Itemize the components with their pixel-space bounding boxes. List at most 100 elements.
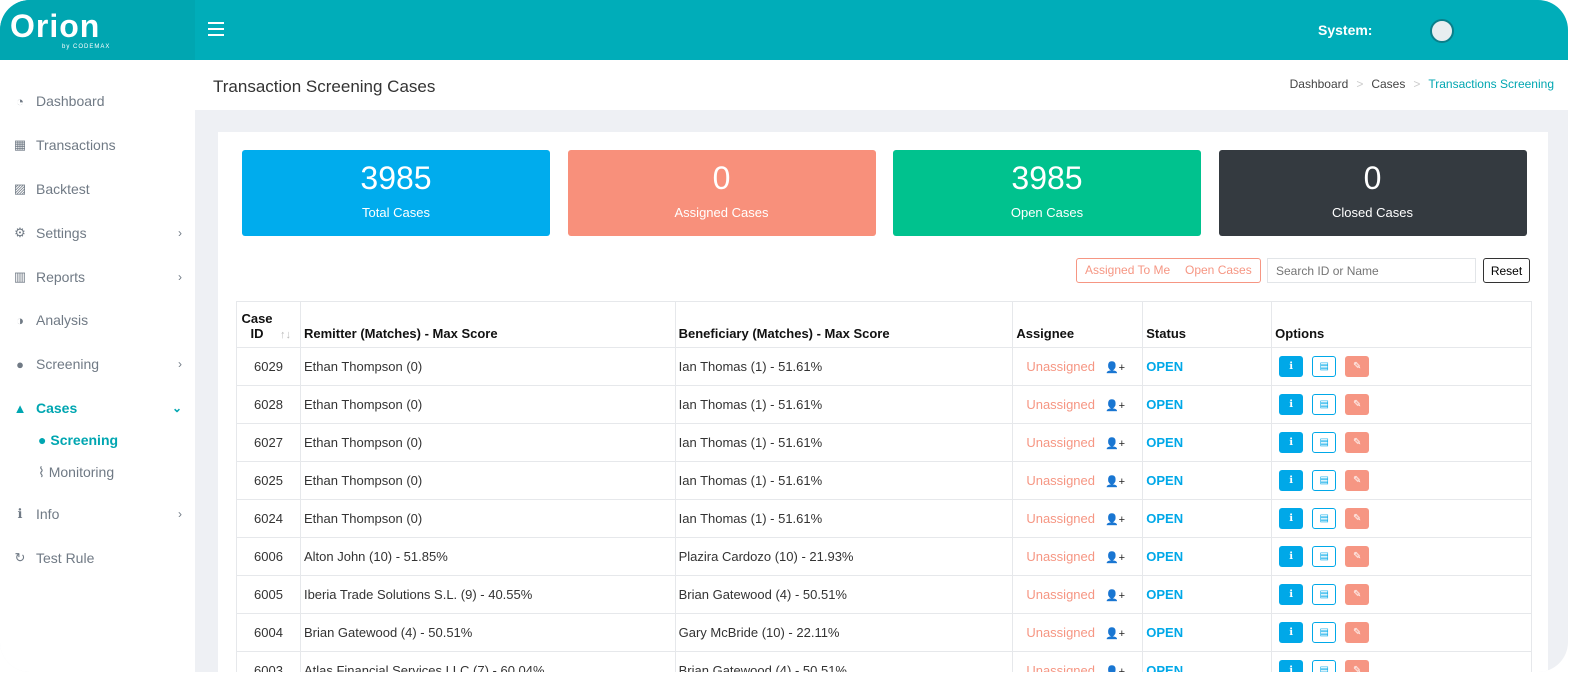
table-row[interactable]: 6027 Ethan Thompson (0) Ian Thomas (1) -… (236, 423, 1532, 462)
info-button[interactable]: ℹ (1279, 356, 1304, 377)
case-id: 6024 (236, 499, 301, 538)
breadcrumb-dashboard[interactable]: Dashboard (1289, 77, 1349, 91)
edit-button[interactable]: ✎ (1345, 394, 1370, 415)
options: ℹ ▤ ✎ (1271, 499, 1532, 538)
search-input[interactable] (1267, 258, 1476, 283)
calendar-button[interactable]: ▤ (1312, 546, 1337, 567)
info-button[interactable]: ℹ (1279, 660, 1304, 672)
info-button[interactable]: ℹ (1279, 622, 1304, 643)
reset-button[interactable]: Reset (1483, 258, 1530, 283)
sidebar-item-info[interactable]: ℹ Info › (12, 506, 182, 522)
edit-button[interactable]: ✎ (1345, 660, 1370, 672)
edit-button[interactable]: ✎ (1345, 584, 1370, 605)
calendar-button[interactable]: ▤ (1312, 470, 1337, 491)
assignee: Unassigned 👤+ (1012, 499, 1144, 538)
logo-text: Orion (10, 8, 101, 44)
sidebar-item-test-rule[interactable]: ↻ Test Rule (12, 550, 182, 566)
edit-button[interactable]: ✎ (1345, 622, 1370, 643)
calendar-button[interactable]: ▤ (1312, 584, 1337, 605)
pie-icon: ◑ (16, 312, 24, 328)
assigned-to-me-button[interactable]: Assigned To Me (1076, 258, 1180, 283)
edit-button[interactable]: ✎ (1345, 508, 1370, 529)
table-row[interactable]: 6024 Ethan Thompson (0) Ian Thomas (1) -… (236, 499, 1532, 538)
sidebar-subitem-screening[interactable]: ● Screening (38, 432, 118, 448)
status-badge: OPEN (1146, 625, 1184, 640)
calendar-button[interactable]: ▤ (1312, 356, 1337, 377)
beneficiary: Ian Thomas (1) - 51.61% (674, 461, 1014, 500)
assign-user-icon[interactable]: 👤+ (1104, 552, 1126, 564)
sidebar-item-cases[interactable]: ▲ Cases ⌄ (12, 400, 182, 416)
calendar-button[interactable]: ▤ (1312, 660, 1337, 672)
stat-card-open-cases: 3985 Open Cases (893, 150, 1201, 236)
assign-user-icon[interactable]: 👤+ (1104, 362, 1126, 374)
sidebar-item-label: Analysis (36, 312, 89, 328)
menu-icon[interactable] (208, 22, 224, 36)
assign-user-icon[interactable]: 👤+ (1104, 666, 1126, 672)
column-header-label: Options (1275, 326, 1325, 341)
logo[interactable]: Orion by CODEMAX (0, 0, 195, 60)
calendar-button[interactable]: ▤ (1312, 394, 1337, 415)
calendar-button[interactable]: ▤ (1312, 432, 1337, 453)
beneficiary: Ian Thomas (1) - 51.61% (674, 499, 1014, 538)
sidebar-item-reports[interactable]: ▥ Reports › (12, 269, 182, 285)
sidebar-item-screening[interactable]: ● Screening › (12, 356, 182, 372)
edit-button[interactable]: ✎ (1345, 432, 1370, 453)
sidebar-item-backtest[interactable]: ▨ Backtest (12, 181, 182, 197)
check-circle-icon: ● (16, 356, 24, 372)
info-button[interactable]: ℹ (1279, 394, 1304, 415)
info-button[interactable]: ℹ (1279, 584, 1304, 605)
table-row[interactable]: 6005 Iberia Trade Solutions S.L. (9) - 4… (236, 575, 1532, 614)
edit-button[interactable]: ✎ (1345, 546, 1370, 567)
info-button[interactable]: ℹ (1279, 470, 1304, 491)
assign-user-icon[interactable]: 👤+ (1104, 590, 1126, 602)
check-circle-icon: ● (38, 432, 47, 448)
column-header[interactable]: Case ID ↑↓ (236, 301, 301, 348)
beneficiary: Ian Thomas (1) - 51.61% (674, 385, 1014, 424)
assign-user-icon[interactable]: 👤+ (1104, 400, 1126, 412)
sidebar-item-label: Transactions (36, 137, 116, 153)
sidebar-item-settings[interactable]: ⚙ Settings › (12, 225, 182, 241)
calendar-button[interactable]: ▤ (1312, 508, 1337, 529)
remitter: Brian Gatewood (4) - 50.51% (299, 613, 676, 652)
bar-chart-icon: ▥ (13, 269, 27, 284)
table-row[interactable]: 6004 Brian Gatewood (4) - 50.51% Gary Mc… (236, 613, 1532, 652)
table-row[interactable]: 6029 Ethan Thompson (0) Ian Thomas (1) -… (236, 347, 1532, 386)
stat-label: Assigned Cases (674, 205, 769, 220)
options: ℹ ▤ ✎ (1271, 651, 1532, 672)
sidebar-subitem-label: Screening (50, 432, 119, 448)
edit-button[interactable]: ✎ (1345, 356, 1370, 377)
sidebar-subitem-monitoring[interactable]: ⌇ Monitoring (38, 464, 114, 481)
column-header-label: Beneficiary (Matches) - Max Score (678, 326, 890, 341)
assign-user-icon[interactable]: 👤+ (1104, 476, 1126, 488)
case-id: 6027 (236, 423, 301, 462)
sidebar-item-dashboard[interactable]: ◔ Dashboard (12, 93, 182, 109)
image-icon: ▨ (13, 181, 27, 196)
calendar-button[interactable]: ▤ (1312, 622, 1337, 643)
table-row[interactable]: 6006 Alton John (10) - 51.85% Plazira Ca… (236, 537, 1532, 576)
table-row[interactable]: 6003 Atlas Financial Services LLC (7) - … (236, 651, 1532, 672)
assign-user-icon[interactable]: 👤+ (1104, 628, 1126, 640)
sidebar-item-label: Screening (36, 356, 100, 372)
sidebar-item-transactions[interactable]: ▦ Transactions (12, 137, 182, 153)
open-cases-button[interactable]: Open Cases (1177, 258, 1261, 283)
assign-user-icon[interactable]: 👤+ (1104, 438, 1126, 450)
info-button[interactable]: ℹ (1279, 508, 1304, 529)
info-button[interactable]: ℹ (1279, 432, 1304, 453)
line-chart-icon: ⌇ (38, 464, 45, 480)
gear-icon: ⚙ (14, 225, 26, 240)
breadcrumb-cases[interactable]: Cases (1371, 77, 1406, 91)
sort-icon[interactable]: ↑↓ (280, 329, 291, 341)
cases-table: Case ID ↑↓ Remitter (Matches) - Max Score B… (236, 301, 1532, 672)
sidebar-item-analysis[interactable]: ◑ Analysis (12, 312, 182, 328)
cube-icon[interactable] (1430, 19, 1454, 43)
table-row[interactable]: 6028 Ethan Thompson (0) Ian Thomas (1) -… (236, 385, 1532, 424)
assignee: Unassigned 👤+ (1012, 347, 1144, 386)
table-row[interactable]: 6025 Ethan Thompson (0) Ian Thomas (1) -… (236, 461, 1532, 500)
info-button[interactable]: ℹ (1279, 546, 1304, 567)
gauge-icon: ◔ (16, 93, 24, 109)
status-badge: OPEN (1146, 359, 1184, 374)
edit-button[interactable]: ✎ (1345, 470, 1370, 491)
assign-user-icon[interactable]: 👤+ (1104, 514, 1126, 526)
assignee-value: Unassigned (1026, 511, 1095, 526)
